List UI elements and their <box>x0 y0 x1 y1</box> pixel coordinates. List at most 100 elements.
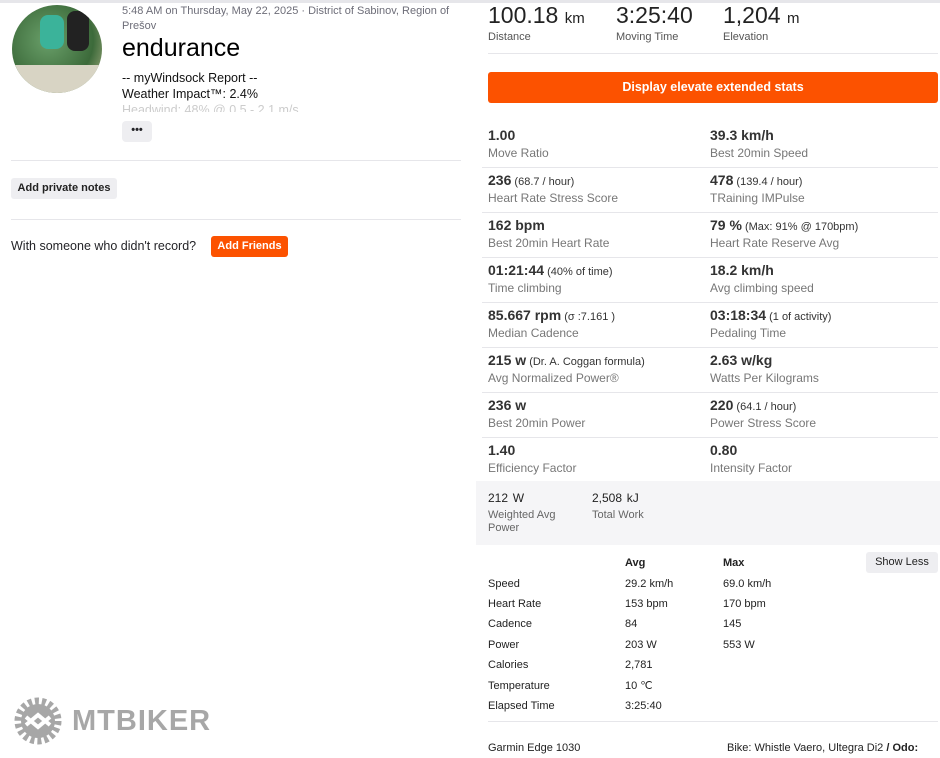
activity-meta: 5:48 AM on Thursday, May 22, 2025 · Dist… <box>122 5 450 32</box>
stat-value: 39.3 km/h <box>710 127 774 143</box>
more-button[interactable]: ••• <box>122 121 152 142</box>
stat-cell: 1.00 Move Ratio <box>488 123 710 167</box>
stat-cell: 236 w Best 20min Power <box>488 393 710 437</box>
athlete-avatar[interactable] <box>12 5 102 93</box>
stat-label: Avg climbing speed <box>710 281 814 295</box>
table-cell: Speed <box>488 577 520 590</box>
stat-cell: 220 (64.1 / hour) Power Stress Score <box>710 393 932 437</box>
table-cell: Cadence <box>488 618 533 631</box>
divider <box>11 160 461 161</box>
stat-value: 2,508 <box>592 491 623 505</box>
divider <box>488 721 938 722</box>
stat-value-line: 236 (68.7 / hour) <box>488 172 710 188</box>
stat-value: 2.63 w/kg <box>710 352 773 368</box>
stat-cell: 0.80 Intensity Factor <box>710 438 932 483</box>
stat-label: Total Work <box>592 509 644 521</box>
stat-cell: 85.667 rpm (σ :7.161 ) Median Cadence <box>488 303 710 347</box>
stat-label: Pedaling Time <box>710 326 787 340</box>
stat-unit: km <box>564 10 585 27</box>
stat-value-line: 478 (139.4 / hour) <box>710 172 932 188</box>
stat-value-line: 220 (64.1 / hour) <box>710 397 932 413</box>
table-row: Heart Rate 153 bpm 170 bpm <box>488 594 771 614</box>
column-header: Avg <box>625 557 646 570</box>
stat-unit: W <box>512 491 525 505</box>
stat-value: 1,204 <box>723 2 781 28</box>
stat-value: 18.2 km/h <box>710 262 774 278</box>
stat-value: 236 w <box>488 397 527 413</box>
stats-row: 215 w (Dr. A. Coggan formula) Avg Normali… <box>482 348 938 393</box>
device-name: Garmin Edge 1030 <box>488 742 581 754</box>
stat-label: Time climbing <box>488 281 562 295</box>
elevate-extended-stats-button[interactable]: Display elevate extended stats <box>488 72 938 103</box>
stat-value-line: 215 w (Dr. A. Coggan formula) <box>488 352 710 368</box>
stat-cell: 79 % (Max: 91% @ 170bpm) Heart Rate Reser… <box>710 213 932 257</box>
stat-value: 3:25:40 <box>616 2 693 28</box>
table-cell: 2,781 <box>625 659 653 672</box>
stat-label: Power Stress Score <box>710 416 817 430</box>
add-private-notes-button[interactable]: Add private notes <box>11 178 117 199</box>
stat-extra: (64.1 / hour) <box>733 401 797 413</box>
stats-row: 236 (68.7 / hour) Heart Rate Stress Score… <box>482 168 938 213</box>
stat-extra: (68.7 / hour) <box>511 176 575 188</box>
stat-value: 1.40 <box>488 442 516 458</box>
stat-value-line: 162 bpm <box>488 217 710 233</box>
stat-value-line: 03:18:34 (1 of activity) <box>710 307 932 323</box>
stat-extra: (139.4 / hour) <box>733 176 803 188</box>
stat-cell: 162 bpm Best 20min Heart Rate <box>488 213 710 257</box>
column-header: Max <box>723 557 745 570</box>
table-cell: Temperature <box>488 679 550 692</box>
description-line: Headwind: 48% @ 0.5 - 2.1 m/s <box>122 103 299 112</box>
odo-label: / Odo: <box>883 742 919 754</box>
table-cell: 553 W <box>723 638 755 651</box>
stat-distance: 100.18 km Distance <box>488 2 585 43</box>
table-cell: 153 bpm <box>625 597 668 610</box>
stat-moving-time: 3:25:40 Moving Time <box>616 2 693 43</box>
stat-value: 01:21:44 <box>488 262 545 278</box>
stat-unit: kJ <box>626 491 639 505</box>
table-header: Avg Max <box>488 553 771 573</box>
stat-label: Heart Rate Reserve Avg <box>710 236 840 250</box>
stat-value-line: 2.63 w/kg <box>710 352 932 368</box>
stat-label: Best 20min Speed <box>710 146 809 160</box>
stat-label: Efficiency Factor <box>488 461 577 475</box>
stat-cell: 39.3 km/h Best 20min Speed <box>710 123 932 167</box>
stat-label: Weighted Avg Power <box>488 509 556 534</box>
stat-value-line: 1.40 <box>488 442 710 458</box>
stat-value: 03:18:34 <box>710 307 767 323</box>
divider <box>488 53 938 54</box>
stat-label: Moving Time <box>616 31 679 43</box>
table-cell: 84 <box>625 618 638 631</box>
stat-value: 212 <box>488 491 509 505</box>
stat-cell: 478 (139.4 / hour) TRaining IMPulse <box>710 168 932 212</box>
stat-cell: 236 (68.7 / hour) Heart Rate Stress Score <box>488 168 710 212</box>
stat-label: Distance <box>488 31 531 43</box>
stat-value: 0.80 <box>710 442 738 458</box>
bike-name[interactable]: Bike: Whistle Vaero, Ultegra Di2 <box>727 742 884 754</box>
stat-label: TRaining IMPulse <box>710 191 805 205</box>
bike-info[interactable]: Bike: Whistle Vaero, Ultegra Di2 / Odo: <box>727 742 918 754</box>
stats-row: 85.667 rpm (σ :7.161 ) Median Cadence 03:1… <box>482 303 938 348</box>
stat-extra: (Dr. A. Coggan formula) <box>526 356 645 368</box>
table-row: Calories 2,781 <box>488 655 771 675</box>
stat-total-work: 2,508 kJ Total Work <box>592 487 644 522</box>
table-cell: 203 W <box>625 638 657 651</box>
activity-title: endurance <box>122 34 241 62</box>
description-line: Weather Impact™: 2.4% <box>122 87 258 101</box>
stat-label: Best 20min Heart Rate <box>488 236 610 250</box>
table-cell: 10 ℃ <box>625 680 653 693</box>
stat-value-line: 236 w <box>488 397 710 413</box>
stat-extra: (40% of time) <box>544 266 613 278</box>
table-row: Cadence 84 145 <box>488 614 771 634</box>
table-cell: 69.0 km/h <box>723 577 772 590</box>
stat-value: 220 <box>710 397 734 413</box>
stat-value: 162 bpm <box>488 217 545 233</box>
friends-prompt: With someone who didn't record? <box>11 239 197 253</box>
show-less-button[interactable]: Show Less <box>866 552 938 573</box>
stat-unit: m <box>786 10 800 27</box>
stats-row: 1.40 Efficiency Factor 0.80 Intensity Facto… <box>482 438 938 483</box>
stat-label: Best 20min Power <box>488 416 586 430</box>
description-line: -- myWindsock Report -- <box>122 71 258 85</box>
table-cell: 29.2 km/h <box>625 577 674 590</box>
add-friends-button[interactable]: Add Friends <box>211 236 288 257</box>
top-border <box>0 0 940 3</box>
